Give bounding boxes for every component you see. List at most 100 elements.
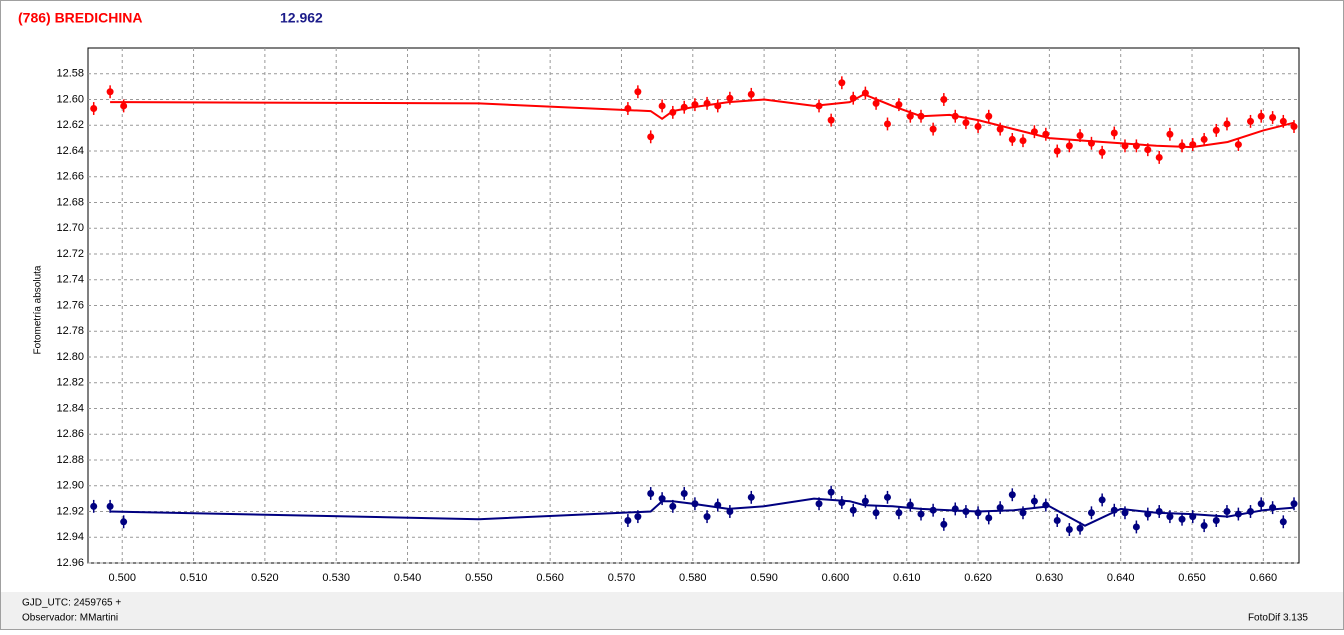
data-point [106,502,114,510]
data-point [1144,146,1152,154]
data-point [1247,508,1255,515]
y-tick-label: 12.80 [56,351,84,363]
data-point [1189,513,1197,521]
data-point [680,103,688,111]
data-point [726,508,734,515]
data-point [691,101,699,109]
data-point [1257,112,1265,120]
data-point [647,133,655,141]
data-point [1212,517,1220,525]
data-point [1178,142,1186,150]
data-point [1290,500,1298,508]
data-point [861,89,869,97]
data-point [106,88,114,96]
y-tick-label: 12.58 [56,68,84,80]
y-tick-label: 12.88 [56,454,84,466]
y-tick-label: 12.66 [56,171,84,183]
data-point [1189,141,1197,149]
x-tick-label: 0.640 [1107,572,1135,584]
data-point [951,505,959,513]
x-tick-label: 0.560 [536,572,564,584]
data-point [1234,510,1242,518]
data-point [996,125,1004,133]
data-point [1110,129,1118,137]
data-point [1053,147,1061,155]
data-point [996,504,1004,512]
y-tick-label: 12.92 [56,505,84,517]
x-tick-label: 0.530 [322,572,350,584]
data-point [120,102,128,110]
data-point [1200,135,1208,143]
data-point [883,120,891,128]
data-point [1098,148,1106,156]
data-point [861,497,869,505]
data-point [624,105,632,113]
data-point [895,101,903,109]
footer-text: GJD_UTC: 2459765 + [22,598,121,609]
data-point [714,501,722,509]
data-point [815,500,823,508]
data-point [917,112,925,120]
y-tick-label: 12.70 [56,222,84,234]
data-point [849,94,857,102]
data-point [815,102,823,110]
data-point [669,502,677,510]
x-tick-label: 0.550 [465,572,493,584]
data-point [827,488,835,496]
data-point [974,509,982,517]
data-point [120,518,128,526]
x-tick-label: 0.650 [1178,572,1206,584]
data-point [1042,501,1050,509]
y-tick-label: 12.96 [56,557,84,569]
data-point [624,517,632,525]
x-tick-label: 0.590 [750,572,778,584]
data-point [634,513,642,521]
data-point [1098,496,1106,504]
data-point [906,501,914,509]
data-point [1269,504,1277,512]
y-tick-label: 12.90 [56,480,84,492]
data-point [1223,120,1231,128]
data-point [658,495,666,503]
data-point [940,520,948,528]
data-point [872,99,880,107]
data-point [1132,142,1140,150]
data-point [951,112,959,120]
y-tick-label: 12.60 [56,93,84,105]
data-point [1030,128,1038,136]
y-tick-label: 12.68 [56,196,84,208]
x-tick-label: 0.540 [394,572,422,584]
x-tick-label: 0.580 [679,572,707,584]
data-point [90,502,98,510]
data-point [1008,491,1016,499]
data-point [1178,515,1186,523]
data-point [1076,524,1084,532]
annotation: 12.962 [280,10,323,26]
data-point [962,119,970,127]
data-point [1087,139,1095,147]
data-point [929,506,937,514]
data-point [940,96,948,103]
data-point [1234,141,1242,149]
y-tick-label: 12.86 [56,428,84,440]
data-point [747,90,755,98]
x-tick-label: 0.510 [180,572,208,584]
chart-title: (786) BREDICHINA [18,10,142,26]
data-point [1008,135,1016,143]
data-point [703,99,711,107]
data-point [1110,506,1118,514]
data-point [1019,137,1027,145]
data-point [1247,117,1255,125]
data-point [929,125,937,133]
x-tick-label: 0.570 [608,572,636,584]
data-point [1279,117,1287,125]
data-point [1212,126,1220,134]
x-tick-label: 0.520 [251,572,279,584]
x-tick-label: 0.630 [1036,572,1064,584]
footer-text: FotoDif 3.135 [1248,613,1308,624]
data-point [1065,142,1073,150]
data-point [872,509,880,517]
data-point [827,116,835,124]
data-point [1053,517,1061,525]
